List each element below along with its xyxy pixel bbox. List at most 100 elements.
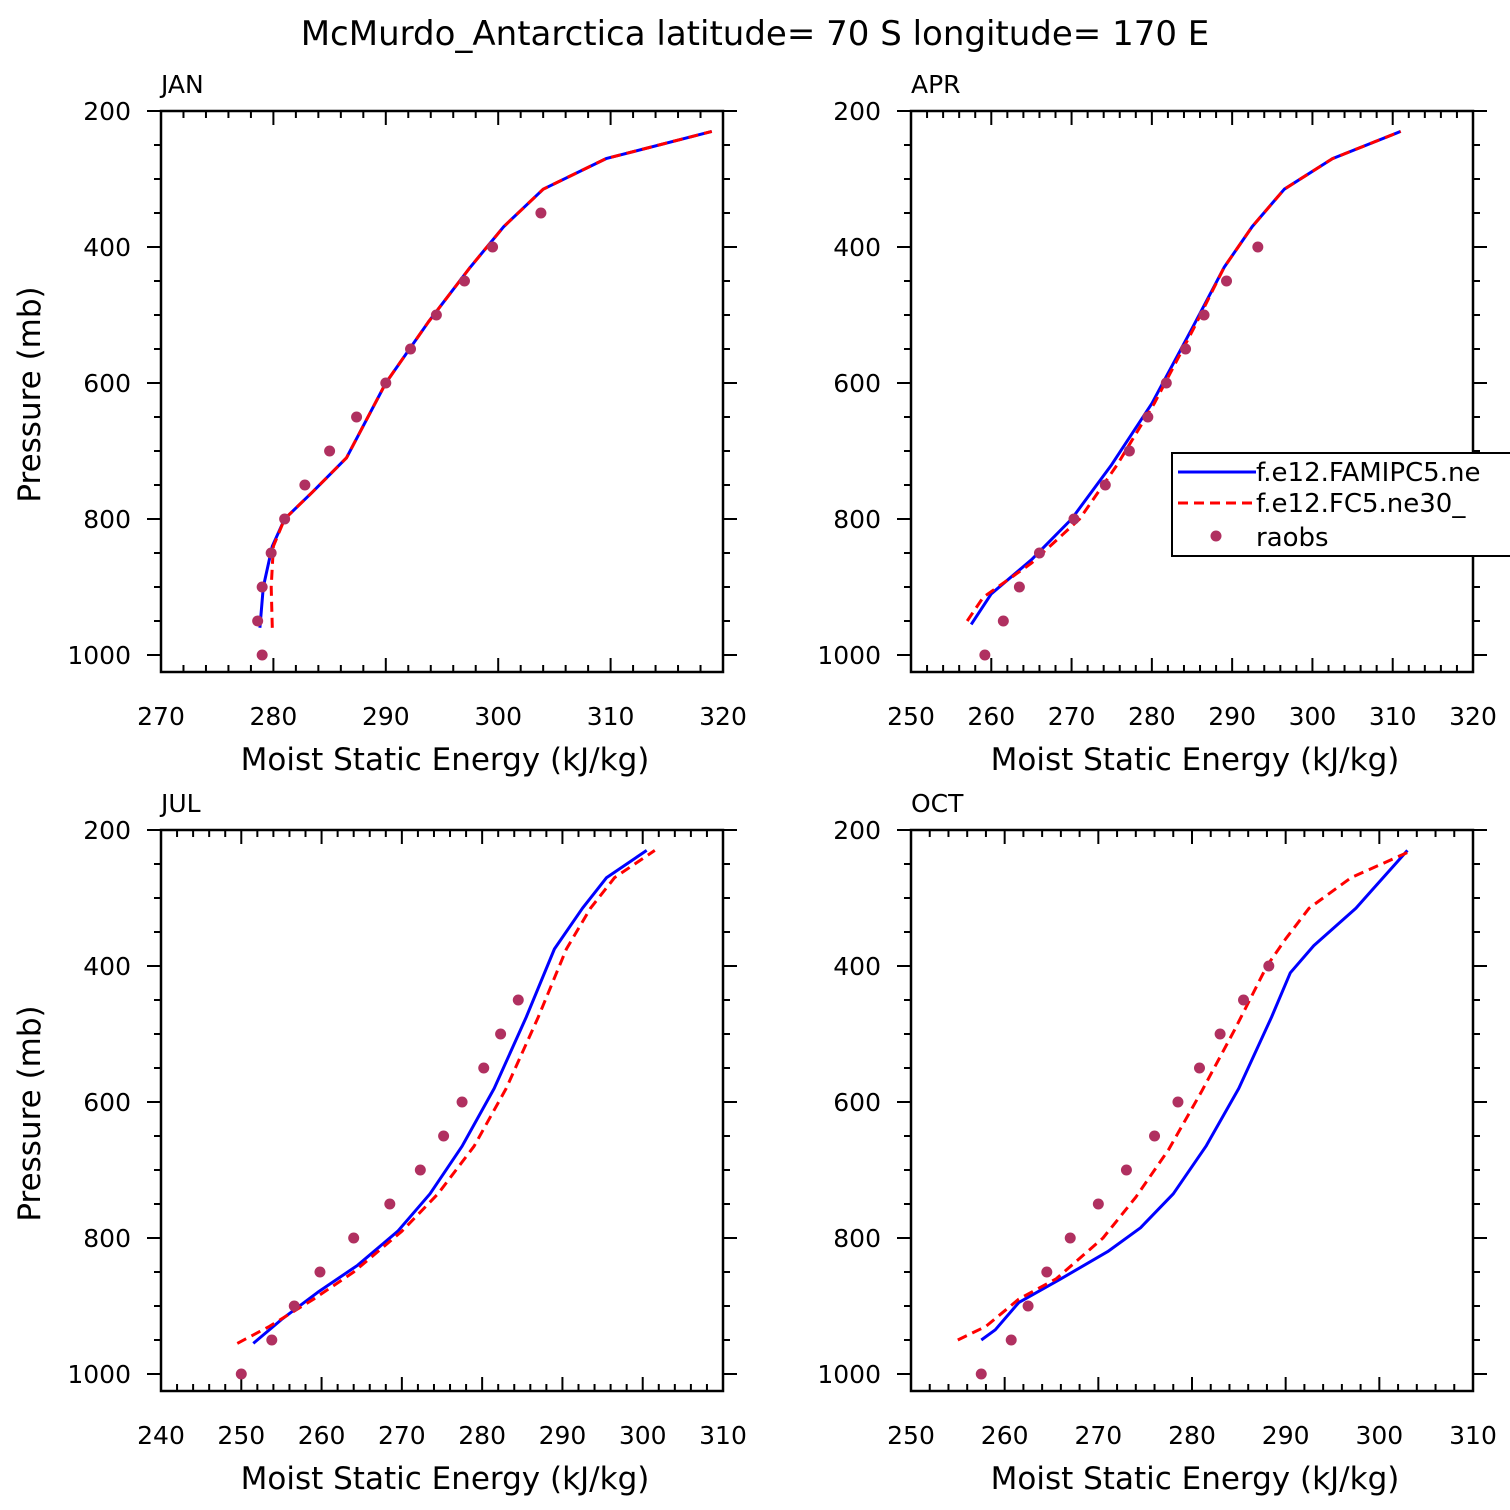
x-tick-label: 290 bbox=[362, 702, 410, 731]
x-tick-label: 280 bbox=[250, 702, 298, 731]
y-tick-label: 600 bbox=[83, 1088, 131, 1117]
y-tick-label: 1000 bbox=[67, 1360, 131, 1389]
x-tick-label: 300 bbox=[474, 702, 522, 731]
x-tick-label: 300 bbox=[1289, 702, 1337, 731]
raobs-point bbox=[1064, 1232, 1076, 1244]
y-tick-label: 1000 bbox=[817, 641, 881, 670]
raobs-point bbox=[1099, 479, 1111, 491]
raobs-point bbox=[1198, 309, 1210, 321]
raobs-point bbox=[535, 207, 547, 219]
legend-swatch-dot bbox=[1210, 530, 1222, 542]
y-axis-label: Pressure (mb) bbox=[12, 286, 48, 502]
x-axis-label: Moist Static Energy (kJ/kg) bbox=[991, 742, 1400, 778]
series-line-famipc5 bbox=[258, 129, 713, 628]
raobs-point bbox=[1193, 1062, 1205, 1074]
y-tick-label: 200 bbox=[833, 97, 881, 126]
y-tick-label: 1000 bbox=[817, 1360, 881, 1389]
y-tick-label: 800 bbox=[833, 1224, 881, 1253]
x-tick-label: 290 bbox=[1262, 1421, 1310, 1450]
raobs-point bbox=[456, 1096, 468, 1108]
x-axis-label: Moist Static Energy (kJ/kg) bbox=[241, 1461, 650, 1497]
raobs-point bbox=[235, 1368, 247, 1380]
x-tick-label: 310 bbox=[1369, 702, 1417, 731]
raobs-point bbox=[512, 994, 524, 1006]
series-line-fc5 bbox=[236, 849, 656, 1345]
raobs-point bbox=[324, 445, 336, 457]
panel-oct: OCT 250 260 270 280 290 300 310 200 400 600 800 1000… bbox=[817, 789, 1496, 1497]
raobs-point bbox=[1221, 275, 1233, 287]
panel-label-jul: JUL bbox=[159, 789, 201, 818]
panel-apr: APR 250 260 270 280 290 300 310 320 200 400 600 800 1… bbox=[817, 70, 1496, 778]
raobs-point bbox=[1092, 1198, 1104, 1210]
raobs-point bbox=[495, 1028, 507, 1040]
raobs-point bbox=[438, 1130, 450, 1142]
raobs-point bbox=[1149, 1130, 1161, 1142]
x-tick-label: 290 bbox=[539, 1421, 587, 1450]
x-axis-label: Moist Static Energy (kJ/kg) bbox=[241, 742, 650, 778]
x-tick-label: 270 bbox=[1074, 1421, 1122, 1450]
panel-label-apr: APR bbox=[911, 70, 961, 99]
raobs-point bbox=[265, 547, 277, 559]
y-tick-label: 1000 bbox=[67, 641, 131, 670]
y-tick-label: 400 bbox=[83, 952, 131, 981]
y-tick-label: 400 bbox=[833, 233, 881, 262]
y-tick-label: 800 bbox=[833, 505, 881, 534]
raobs-point bbox=[256, 581, 268, 593]
raobs-point bbox=[979, 649, 991, 661]
series-line-famipc5 bbox=[980, 849, 1409, 1342]
raobs-point bbox=[288, 1300, 300, 1312]
x-tick-label: 250 bbox=[887, 702, 935, 731]
raobs-point bbox=[256, 649, 268, 661]
raobs-point bbox=[1120, 1164, 1132, 1176]
raobs-point bbox=[1013, 581, 1025, 593]
raobs-point bbox=[487, 241, 499, 253]
series-line-fc5 bbox=[269, 129, 713, 628]
raobs-point bbox=[997, 615, 1009, 627]
raobs-point bbox=[314, 1266, 326, 1278]
raobs-point bbox=[458, 275, 470, 287]
raobs-point bbox=[1142, 411, 1154, 423]
raobs-point bbox=[351, 411, 363, 423]
y-tick-label: 200 bbox=[833, 816, 881, 845]
x-tick-label: 240 bbox=[137, 1421, 185, 1450]
y-axis-label: Pressure (mb) bbox=[12, 1005, 48, 1221]
legend-label-famipc5: f.e12.FAMIPC5.ne bbox=[1256, 458, 1480, 488]
x-tick-label: 250 bbox=[887, 1421, 935, 1450]
raobs-point bbox=[252, 615, 264, 627]
raobs-point bbox=[1160, 377, 1172, 389]
raobs-point bbox=[348, 1232, 360, 1244]
y-tick-label: 600 bbox=[83, 369, 131, 398]
panel-label-oct: OCT bbox=[911, 789, 964, 818]
plot-frame bbox=[159, 828, 725, 1393]
x-tick-label: 320 bbox=[1449, 702, 1497, 731]
raobs-point bbox=[380, 377, 392, 389]
raobs-point bbox=[1033, 547, 1045, 559]
series-line-fc5 bbox=[965, 130, 1402, 622]
plot-frame bbox=[159, 109, 725, 674]
series-line-fc5 bbox=[957, 849, 1413, 1342]
x-tick-label: 270 bbox=[378, 1421, 426, 1450]
x-tick-label: 300 bbox=[619, 1421, 667, 1450]
raobs-point bbox=[1123, 445, 1135, 457]
raobs-point bbox=[975, 1368, 987, 1380]
x-tick-label: 270 bbox=[1048, 702, 1096, 731]
y-tick-label: 600 bbox=[833, 369, 881, 398]
plot-frame bbox=[909, 828, 1475, 1393]
x-tick-label: 280 bbox=[458, 1421, 506, 1450]
x-tick-label: 260 bbox=[298, 1421, 346, 1450]
y-tick-label: 400 bbox=[833, 952, 881, 981]
plot-frame bbox=[909, 109, 1475, 674]
x-tick-label: 310 bbox=[1449, 1421, 1497, 1450]
raobs-point bbox=[1214, 1028, 1226, 1040]
x-axis-label: Moist Static Energy (kJ/kg) bbox=[991, 1461, 1400, 1497]
raobs-point bbox=[1005, 1334, 1017, 1346]
x-tick-label: 310 bbox=[587, 702, 635, 731]
chart-title: McMurdo_Antarctica latitude= 70 S longit… bbox=[301, 14, 1210, 54]
x-tick-label: 300 bbox=[1355, 1421, 1403, 1450]
raobs-point bbox=[279, 513, 291, 525]
x-tick-label: 280 bbox=[1128, 702, 1176, 731]
x-tick-label: 290 bbox=[1208, 702, 1256, 731]
series-line-famipc5 bbox=[252, 849, 648, 1345]
raobs-point bbox=[478, 1062, 490, 1074]
raobs-point bbox=[1022, 1300, 1034, 1312]
